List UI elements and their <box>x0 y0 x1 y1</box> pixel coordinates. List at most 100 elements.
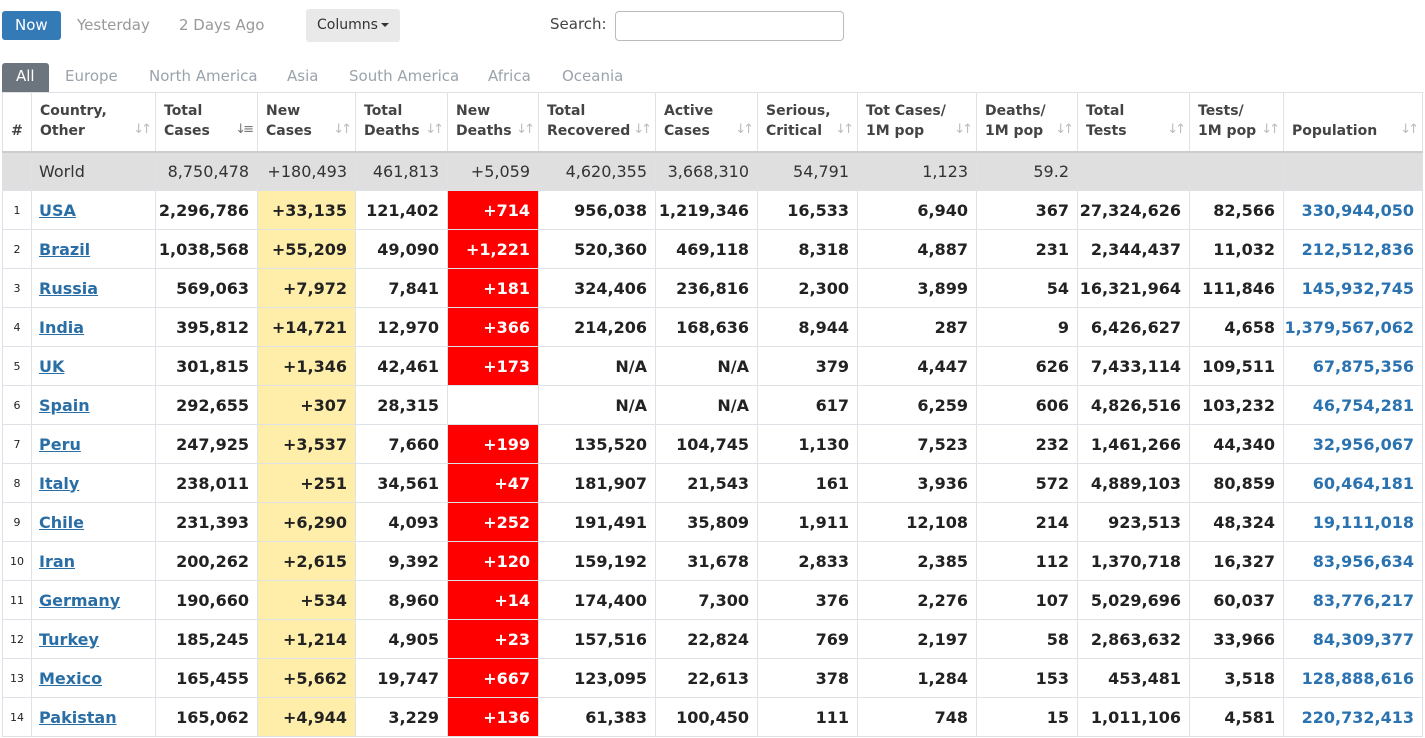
deaths-per-million: 626 <box>976 346 1078 386</box>
country-link[interactable]: Spain <box>31 385 156 425</box>
header-active-cases[interactable]: Active Cases ↓↑ <box>655 92 758 153</box>
header-index[interactable]: # <box>2 92 32 153</box>
header-total-cases[interactable]: Total Cases ↓≡ <box>155 92 258 153</box>
tot-cases-per-million: 748 <box>857 697 977 737</box>
population[interactable]: 84,309,377 <box>1283 619 1423 659</box>
country-link[interactable]: Peru <box>31 424 156 464</box>
population[interactable]: 67,875,356 <box>1283 346 1423 386</box>
total-tests: 4,826,516 <box>1077 385 1190 425</box>
population[interactable]: 32,956,067 <box>1283 424 1423 464</box>
header-deaths-per-million[interactable]: Deaths/1M pop ↓↑ <box>976 92 1078 153</box>
country-link-text[interactable]: Pakistan <box>39 707 117 727</box>
tab-all[interactable]: All <box>2 63 49 92</box>
sort-desc-icon: ↓≡ <box>235 121 254 137</box>
population[interactable]: 60,464,181 <box>1283 463 1423 503</box>
country-link-text[interactable]: Brazil <box>39 239 91 259</box>
header-new-deaths[interactable]: New Deaths ↓↑ <box>447 92 539 153</box>
country-link-text[interactable]: Chile <box>39 512 84 532</box>
population[interactable]: 330,944,050 <box>1283 190 1423 230</box>
country-link-text[interactable]: Turkey <box>39 629 99 649</box>
header-total-recovered-line1: Total <box>547 102 586 119</box>
total-deaths: 28,315 <box>355 385 448 425</box>
population[interactable]: 19,111,018 <box>1283 502 1423 542</box>
header-new-deaths-line2: Deaths <box>456 122 512 139</box>
country-link[interactable]: Russia <box>31 268 156 308</box>
header-tests-pop-line2: 1M pop <box>1198 122 1257 139</box>
active-cases: 22,613 <box>655 658 758 698</box>
country-link[interactable]: Mexico <box>31 658 156 698</box>
new-cases: +55,209 <box>257 229 356 269</box>
row-index: 14 <box>2 697 32 737</box>
country-link-text[interactable]: India <box>39 317 85 337</box>
world-new-cases: +180,493 <box>257 151 356 191</box>
two-days-ago-button[interactable]: 2 Days Ago <box>179 16 265 34</box>
world-total-cases: 8,750,478 <box>155 151 258 191</box>
country-link-text[interactable]: Italy <box>39 473 80 493</box>
country-link-text[interactable]: Russia <box>39 278 99 298</box>
header-row: # Country, Other ↓↑ Total Cases ↓≡ New Cases ↓… <box>2 92 1423 153</box>
header-new-cases[interactable]: New Cases ↓↑ <box>257 92 356 153</box>
active-cases: 469,118 <box>655 229 758 269</box>
search-input[interactable] <box>615 11 844 41</box>
tot-cases-per-million: 287 <box>857 307 977 347</box>
total-cases: 247,925 <box>155 424 258 464</box>
country-link-text[interactable]: UK <box>39 356 65 376</box>
new-cases: +4,944 <box>257 697 356 737</box>
country-link-text[interactable]: USA <box>39 200 76 220</box>
total-recovered: 956,038 <box>538 190 656 230</box>
country-link-text[interactable]: Iran <box>39 551 76 571</box>
country-link-text[interactable]: Germany <box>39 590 121 610</box>
tab-oceania[interactable]: Oceania <box>562 67 624 85</box>
country-link-text[interactable]: Mexico <box>39 668 103 688</box>
country-link[interactable]: USA <box>31 190 156 230</box>
country-link[interactable]: Chile <box>31 502 156 542</box>
country-link[interactable]: Pakistan <box>31 697 156 737</box>
header-country[interactable]: Country, Other ↓↑ <box>31 92 156 153</box>
population[interactable]: 83,956,634 <box>1283 541 1423 581</box>
population[interactable]: 145,932,745 <box>1283 268 1423 308</box>
header-serious-critical[interactable]: Serious, Critical ↓↑ <box>757 92 858 153</box>
tests-per-million: 109,511 <box>1189 346 1284 386</box>
population[interactable]: 83,776,217 <box>1283 580 1423 620</box>
header-total-deaths[interactable]: Total Deaths ↓↑ <box>355 92 448 153</box>
country-link[interactable]: Brazil <box>31 229 156 269</box>
tab-south-america[interactable]: South America <box>349 67 460 85</box>
yesterday-button[interactable]: Yesterday <box>77 16 150 34</box>
total-recovered: 324,406 <box>538 268 656 308</box>
population[interactable]: 220,732,413 <box>1283 697 1423 737</box>
header-total-recovered-line2: Recovered <box>547 122 631 139</box>
new-cases: +14,721 <box>257 307 356 347</box>
country-link[interactable]: Italy <box>31 463 156 503</box>
table-row: 13 Mexico 165,455 +5,662 19,747 +667 123,095 22… <box>2 658 1423 698</box>
header-population[interactable]: Population ↓↑ <box>1283 92 1423 153</box>
country-link[interactable]: India <box>31 307 156 347</box>
population[interactable]: 128,888,616 <box>1283 658 1423 698</box>
country-link[interactable]: Turkey <box>31 619 156 659</box>
total-deaths: 7,660 <box>355 424 448 464</box>
header-total-tests[interactable]: Total Tests ↓↑ <box>1077 92 1190 153</box>
header-tot-cases-per-million[interactable]: Tot Cases/1M pop ↓↑ <box>857 92 977 153</box>
header-total-recovered[interactable]: Total Recovered ↓↑ <box>538 92 656 153</box>
tab-europe[interactable]: Europe <box>65 67 118 85</box>
country-link[interactable]: UK <box>31 346 156 386</box>
population[interactable]: 212,512,836 <box>1283 229 1423 269</box>
country-link[interactable]: Germany <box>31 580 156 620</box>
total-cases: 190,660 <box>155 580 258 620</box>
world-total-recovered: 4,620,355 <box>538 151 656 191</box>
country-link-text[interactable]: Spain <box>39 395 90 415</box>
header-tests-per-million[interactable]: Tests/1M pop ↓↑ <box>1189 92 1284 153</box>
tab-asia[interactable]: Asia <box>287 67 319 85</box>
total-recovered: N/A <box>538 385 656 425</box>
population[interactable]: 1,379,567,062 <box>1283 307 1423 347</box>
table-row: 11 Germany 190,660 +534 8,960 +14 174,400 7,300… <box>2 580 1423 620</box>
tab-africa[interactable]: Africa <box>488 67 531 85</box>
tot-cases-per-million: 6,940 <box>857 190 977 230</box>
now-button[interactable]: Now <box>2 11 61 40</box>
tab-north-america[interactable]: North America <box>149 67 258 85</box>
tot-cases-per-million: 4,887 <box>857 229 977 269</box>
columns-dropdown-button[interactable]: Columns <box>306 9 400 42</box>
row-index: 2 <box>2 229 32 269</box>
country-link[interactable]: Iran <box>31 541 156 581</box>
population[interactable]: 46,754,281 <box>1283 385 1423 425</box>
country-link-text[interactable]: Peru <box>39 434 81 454</box>
